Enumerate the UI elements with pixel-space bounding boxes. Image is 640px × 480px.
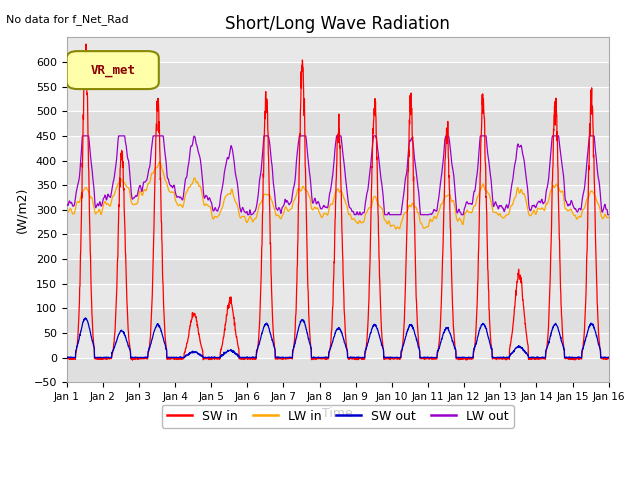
LW in — [156, 159, 164, 165]
LW out — [557, 156, 565, 162]
LW out — [63, 201, 70, 207]
SW out — [214, 355, 222, 360]
LW out — [496, 203, 504, 208]
LW in — [605, 215, 612, 221]
LW out — [214, 207, 222, 213]
X-axis label: Time: Time — [323, 408, 353, 420]
SW in — [557, 305, 565, 311]
LW out — [605, 212, 612, 217]
SW out — [63, 355, 70, 360]
Line: LW in: LW in — [67, 162, 609, 229]
LW in — [392, 226, 399, 232]
SW in — [63, 355, 70, 361]
SW out — [557, 336, 565, 342]
LW in — [557, 189, 565, 195]
Line: SW in: SW in — [67, 44, 609, 360]
Bar — [67, 259, 609, 284]
SW in — [82, 41, 90, 47]
SW in — [354, 356, 362, 361]
Text: VR_met: VR_met — [90, 63, 135, 77]
Bar — [67, 308, 609, 333]
Y-axis label: (W/m2): (W/m2) — [15, 187, 28, 233]
SW in — [573, 355, 580, 361]
LW in — [353, 220, 361, 226]
SW in — [496, 356, 504, 362]
SW out — [572, 355, 580, 360]
LW in — [573, 216, 580, 221]
LW out — [573, 208, 580, 214]
LW in — [63, 211, 70, 216]
SW out — [365, 336, 373, 341]
Text: No data for f_Net_Rad: No data for f_Net_Rad — [6, 14, 129, 25]
LW out — [244, 212, 252, 217]
LW out — [365, 172, 373, 178]
Bar — [67, 210, 609, 234]
SW out — [353, 355, 361, 360]
Bar — [67, 160, 609, 185]
SW in — [365, 276, 373, 282]
LW out — [354, 210, 362, 216]
FancyBboxPatch shape — [67, 51, 159, 89]
LW in — [365, 205, 373, 211]
SW out — [82, 315, 90, 321]
Line: LW out: LW out — [67, 136, 609, 215]
SW in — [605, 355, 612, 360]
LW in — [214, 213, 222, 219]
Line: SW out: SW out — [67, 318, 609, 358]
SW in — [214, 356, 222, 361]
SW out — [495, 354, 503, 360]
LW out — [79, 133, 86, 139]
Title: Short/Long Wave Radiation: Short/Long Wave Radiation — [225, 15, 450, 33]
Bar — [67, 111, 609, 136]
SW in — [129, 357, 136, 363]
Bar — [67, 62, 609, 86]
SW out — [605, 355, 612, 360]
Bar — [67, 358, 609, 382]
LW in — [496, 211, 504, 216]
Legend: SW in, LW in, SW out, LW out: SW in, LW in, SW out, LW out — [162, 405, 513, 428]
